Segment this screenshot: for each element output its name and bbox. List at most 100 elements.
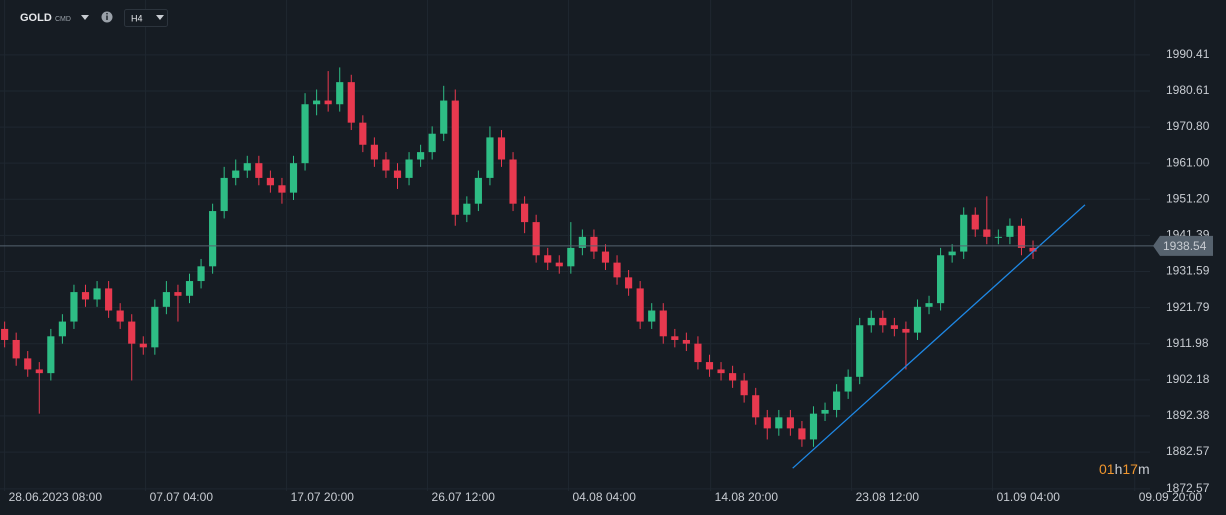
candle-body (232, 170, 240, 178)
candle-body (786, 417, 794, 429)
candle-body (544, 255, 552, 263)
candle-body (70, 292, 78, 322)
candle-body (266, 177, 274, 186)
countdown-hours: 01 (1099, 461, 1115, 477)
candle-body (578, 236, 586, 248)
candle-body (567, 247, 575, 267)
candle-body (844, 376, 852, 392)
candle-body (636, 288, 644, 322)
candle-body (960, 214, 968, 252)
candle-body (324, 100, 332, 105)
trendline (792, 204, 1086, 469)
candle-body (763, 417, 771, 429)
candle-body (313, 100, 321, 105)
countdown: 01h17m (1099, 461, 1150, 477)
x-tick-label: 17.07 20:00 (291, 490, 355, 504)
candle-body (105, 288, 113, 311)
y-tick-label: 1990.41 (1166, 47, 1210, 61)
candle-body (902, 328, 910, 333)
candle-body (370, 144, 378, 160)
x-tick-label: 07.07 04:00 (150, 490, 214, 504)
y-tick-label: 1872.57 (1166, 481, 1210, 495)
symbol-dropdown[interactable] (81, 15, 89, 20)
candle-body (983, 229, 991, 237)
last-price-label: 1938.54 (1163, 239, 1207, 253)
candle-body (648, 310, 656, 322)
candle-body (440, 100, 448, 134)
timeframe-dropdown (156, 15, 164, 20)
candles (1, 67, 1086, 469)
countdown-m: m (1138, 461, 1150, 477)
candle-body (139, 343, 147, 348)
candle-body (682, 339, 690, 344)
candle-body (948, 251, 956, 256)
info-icon-dot (106, 13, 108, 15)
x-tick-label: 23.08 12:00 (856, 490, 920, 504)
symbol[interactable]: GOLD (20, 12, 52, 24)
y-tick-label: 1980.61 (1166, 83, 1210, 97)
candle-body (532, 222, 540, 256)
candle-body (243, 163, 251, 171)
symbol-suffix: CMD (55, 16, 71, 23)
candle-body (509, 159, 517, 204)
candle-body (521, 203, 529, 223)
candle-body (1006, 225, 1014, 237)
countdown-minutes: 17 (1122, 461, 1138, 477)
y-tick-label: 1951.20 (1166, 191, 1210, 205)
candle-body (1, 328, 9, 340)
candle-body (486, 137, 494, 178)
candle-body (255, 163, 263, 178)
candle-body (209, 211, 217, 267)
candle-body (35, 369, 43, 374)
candle-body (729, 373, 737, 381)
candle-body (775, 417, 783, 429)
candle-body (705, 362, 714, 370)
candle-body (1029, 247, 1037, 252)
candle-body (393, 170, 402, 178)
candle-body (405, 159, 413, 178)
last-price-badge (1153, 235, 1213, 256)
candle-body (821, 409, 829, 414)
candle-body (451, 100, 459, 215)
candle-body (752, 395, 760, 418)
candle-body (671, 336, 679, 340)
candle-body (336, 82, 344, 105)
candle-body (93, 288, 101, 300)
candle-body (856, 325, 864, 377)
y-tick-label: 1961.00 (1166, 155, 1210, 169)
candle-body (347, 82, 355, 123)
candle-body (890, 325, 898, 329)
x-tick-label: 09.09 20:00 (1139, 490, 1203, 504)
timeframe-box[interactable] (124, 9, 168, 27)
candle-body (625, 277, 633, 289)
candle-body (497, 137, 506, 160)
y-tick-label: 1970.80 (1166, 119, 1210, 133)
timeframe: H4 (131, 13, 143, 23)
candle-body (994, 236, 1002, 238)
candle-body (81, 292, 90, 300)
candle-body (24, 358, 32, 370)
x-tick-label: 14.08 20:00 (715, 490, 779, 504)
candle-body (798, 428, 806, 440)
y-tick-label: 1902.18 (1166, 372, 1210, 386)
candle-body (937, 255, 945, 304)
candle-body (58, 321, 66, 337)
candle-body (220, 177, 228, 212)
candle-body (879, 317, 887, 326)
candle-body (47, 336, 55, 374)
axes: 1990.411980.611970.801961.001951.201941.… (0, 47, 1213, 504)
candle-body (740, 380, 748, 396)
candle-body (116, 310, 124, 322)
x-tick-label: 04.08 04:00 (573, 490, 637, 504)
candle-body (301, 104, 309, 164)
candle-body (278, 185, 286, 193)
x-tick-label: 26.07 12:00 (432, 490, 496, 504)
y-tick-label: 1892.38 (1166, 408, 1210, 422)
candle-body (717, 369, 725, 374)
candle-body (463, 203, 471, 215)
candle-body (590, 236, 598, 252)
candle-body (128, 321, 136, 344)
